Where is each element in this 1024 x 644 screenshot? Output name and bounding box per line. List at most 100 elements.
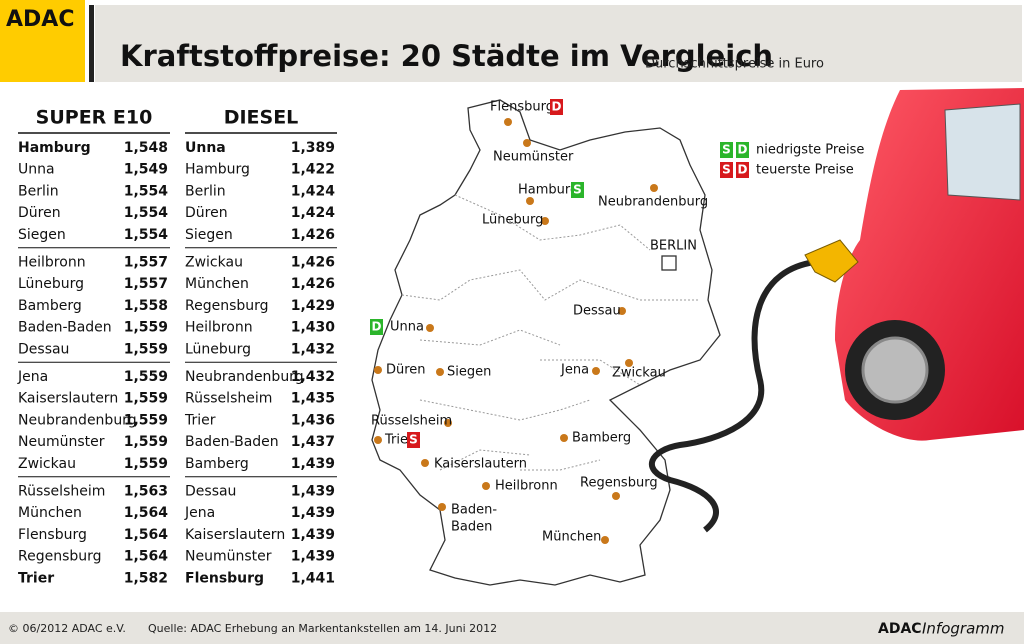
row-name: München	[185, 276, 249, 292]
badge-text: S	[573, 183, 582, 197]
row-name: Baden-Baden	[185, 434, 279, 450]
city-label: München	[542, 530, 601, 545]
row-price: 1,426	[291, 276, 335, 292]
legend-badge-text: S	[722, 143, 731, 157]
legend-badge-text: D	[738, 163, 748, 177]
city-label: Baden	[451, 520, 492, 535]
row-price: 1,554	[124, 227, 169, 243]
row-price: 1,559	[124, 320, 168, 336]
city-label: Dessau	[573, 304, 621, 319]
row-name: Unna	[185, 140, 226, 156]
city-dot	[504, 118, 512, 126]
city-dot	[421, 459, 429, 467]
row-price: 1,437	[291, 434, 335, 450]
row-name: Heilbronn	[185, 320, 253, 336]
row-price: 1,435	[291, 391, 335, 407]
state-borders	[401, 194, 700, 471]
city-dot	[523, 139, 531, 147]
map	[371, 99, 721, 586]
city-dot	[625, 359, 633, 367]
row-name: Flensburg	[18, 527, 87, 543]
legend-badge	[720, 142, 733, 158]
row-name: Unna	[18, 162, 55, 178]
city-dot	[618, 307, 626, 315]
berlin-area	[661, 255, 677, 271]
row-price: 1,432	[291, 369, 335, 385]
city-dot	[612, 492, 620, 500]
row-price: 1,557	[124, 255, 168, 271]
row-price: 1,429	[291, 298, 335, 314]
city-dot	[482, 482, 490, 490]
city-dot	[526, 197, 534, 205]
row-price: 1,559	[124, 391, 168, 407]
germany-outline	[371, 99, 721, 586]
row-name: Jena	[184, 505, 215, 521]
row-name: Neumünster	[185, 549, 272, 565]
city-label: Siegen	[447, 365, 491, 380]
row-name: Jena	[17, 369, 48, 385]
row-name: Siegen	[18, 227, 66, 243]
city-label: Neumünster	[493, 150, 574, 165]
table-title: DIESEL	[224, 107, 299, 129]
city-label: Unna	[390, 320, 424, 335]
row-price: 1,564	[124, 527, 169, 543]
row-name: Lüneburg	[18, 276, 84, 292]
row-price: 1,424	[291, 183, 336, 199]
city-dot	[592, 367, 600, 375]
city-dot	[374, 366, 382, 374]
row-name: Zwickau	[185, 255, 243, 271]
city-label: Jena	[560, 363, 589, 378]
city-dot	[438, 503, 446, 511]
row-name: Neubrandenburg	[18, 412, 137, 428]
row-name: Düren	[18, 205, 61, 221]
footer-bar	[0, 612, 1024, 644]
badge	[550, 99, 563, 115]
row-name: Berlin	[18, 183, 59, 199]
row-price: 1,439	[291, 484, 335, 500]
city-dot	[650, 184, 658, 192]
city-dot	[444, 419, 452, 427]
row-price: 1,439	[291, 505, 335, 521]
table-title: SUPER E10	[36, 107, 153, 129]
logo-box	[0, 0, 85, 82]
header-divider	[89, 5, 94, 82]
row-name: Lüneburg	[185, 341, 251, 357]
city-label: BERLIN	[650, 239, 697, 254]
row-price: 1,559	[124, 434, 168, 450]
city-label: Baden-	[451, 503, 497, 518]
source: Quelle: ADAC Erhebung an Markentankstell…	[148, 622, 497, 635]
row-price: 1,389	[291, 140, 335, 156]
legend-label: teuerste Preise	[756, 163, 854, 178]
city-label: Flensburg	[490, 100, 554, 115]
row-name: Bamberg	[185, 456, 249, 472]
row-name: Rüsselsheim	[185, 391, 272, 407]
row-price: 1,582	[124, 570, 168, 586]
row-price: 1,422	[291, 162, 335, 178]
legend-badge	[736, 142, 749, 158]
car-rim	[861, 336, 929, 404]
row-name: Dessau	[185, 484, 236, 500]
row-price: 1,564	[124, 549, 169, 565]
car-window	[944, 103, 1021, 201]
row-name: Trier	[18, 570, 54, 586]
badge-text: D	[372, 320, 382, 334]
row-name: Flensburg	[185, 570, 264, 586]
city-label: Rüsselsheim	[371, 414, 452, 429]
city-label: Hamburg	[518, 183, 578, 198]
row-price: 1,563	[124, 484, 168, 500]
row-name: Heilbronn	[18, 255, 86, 271]
row-name: Neumünster	[18, 434, 105, 450]
row-name: Kaiserslautern	[185, 527, 285, 543]
row-name: München	[18, 505, 82, 521]
badge	[571, 182, 584, 198]
legend-badge	[720, 162, 733, 178]
row-price: 1,439	[291, 527, 335, 543]
subtitle: Durchschnittspreise in Euro	[645, 57, 824, 72]
row-name: Baden-Baden	[18, 320, 112, 336]
title: Kraftstoffpreise: 20 Städte im Vergleich	[120, 39, 773, 73]
row-price: 1,441	[291, 570, 335, 586]
row-price: 1,426	[291, 227, 335, 243]
legend-badge	[736, 162, 749, 178]
